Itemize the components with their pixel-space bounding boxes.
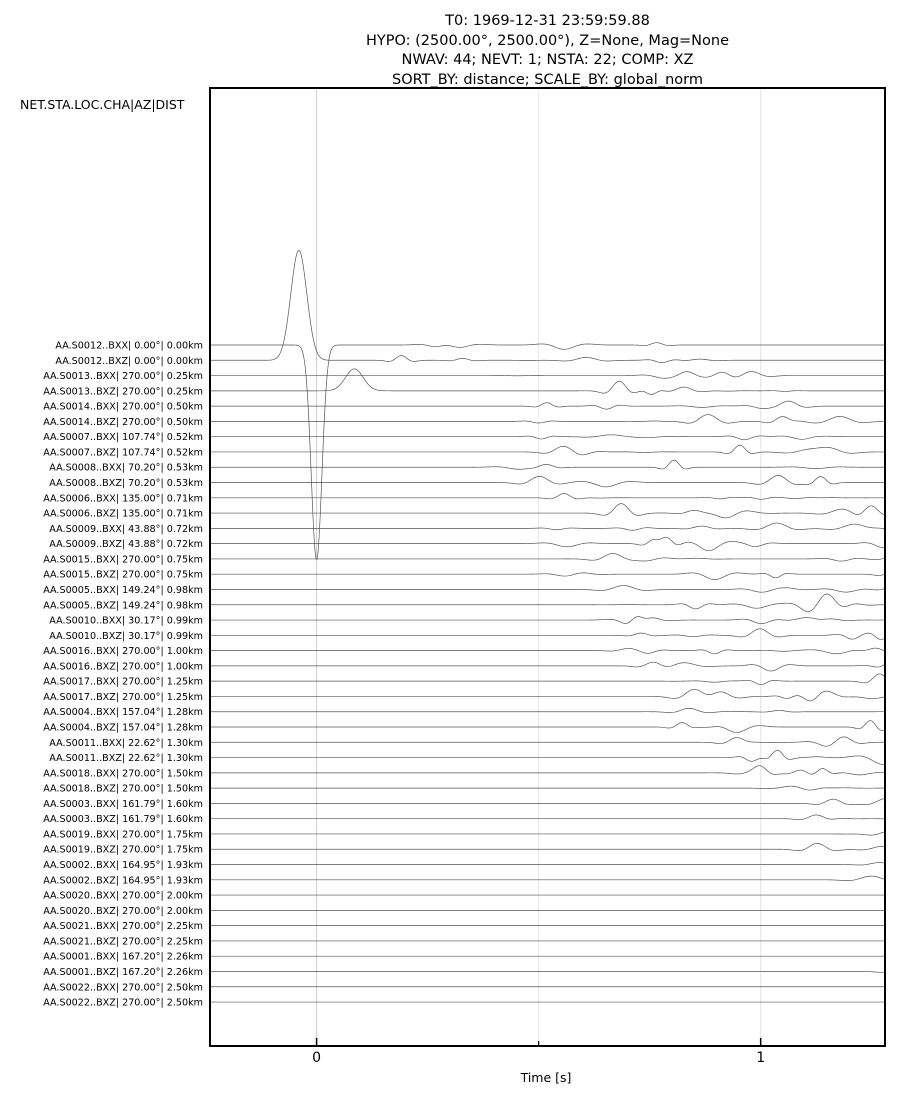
- trace-label: AA.S0012..BXX| 0.00°| 0.00km: [55, 341, 203, 352]
- trace-label: AA.S0016..BXZ| 270.00°| 1.00km: [43, 661, 203, 672]
- trace-label: AA.S0002..BXX| 164.95°| 1.93km: [43, 860, 203, 871]
- trace-waveform: [210, 616, 885, 624]
- trace-label: AA.S0003..BXX| 161.79°| 1.60km: [43, 799, 203, 810]
- trace-label: AA.S0011..BXX| 22.62°| 1.30km: [49, 738, 203, 749]
- title-line-counts: NWAV: 44; NEVT: 1; NSTA: 22; COMP: XZ: [401, 52, 694, 68]
- trace-waveform: [210, 843, 886, 851]
- trace-waveform: [210, 553, 886, 562]
- x-axis-label: Time [s]: [520, 1070, 572, 1085]
- trace-label: AA.S0011..BXZ| 22.62°| 1.30km: [49, 753, 203, 764]
- trace-label: AA.S0006..BXX| 135.00°| 0.71km: [43, 493, 203, 504]
- trace-label-header: NET.STA.LOC.CHA|AZ|DIST: [20, 97, 185, 112]
- trace-waveform: [210, 503, 886, 519]
- trace-label: AA.S0007..BXZ| 107.74°| 0.52km: [43, 447, 203, 458]
- trace-waveform: [210, 536, 886, 552]
- plot-frame: [209, 87, 886, 1047]
- trace-waveform: [210, 814, 886, 820]
- trace-waveform: [210, 765, 886, 776]
- trace-waveform: [210, 647, 886, 655]
- trace-label: AA.S0014..BXX| 270.00°| 0.50km: [43, 402, 203, 413]
- trace-label: AA.S0015..BXZ| 270.00°| 0.75km: [43, 570, 203, 581]
- trace-waveform: [210, 688, 886, 702]
- trace-waveform: [210, 798, 886, 805]
- trace-waveform: [210, 249, 885, 363]
- trace-waveform: [210, 522, 886, 531]
- trace-label: AA.S0001..BXX| 167.20°| 2.26km: [43, 952, 203, 963]
- trace-waveform: [210, 749, 886, 765]
- trace-waveform: [210, 673, 886, 685]
- trace-label: AA.S0006..BXZ| 135.00°| 0.71km: [43, 509, 203, 520]
- trace-label: AA.S0001..BXZ| 167.20°| 2.26km: [43, 967, 203, 978]
- trace-waveform: [210, 661, 886, 672]
- trace-label: AA.S0018..BXX| 270.00°| 1.50km: [43, 768, 203, 779]
- trace-waveform: [210, 862, 886, 866]
- trace-label: AA.S0009..BXX| 43.88°| 0.72km: [49, 524, 203, 535]
- x-tick-label: 1: [756, 1050, 765, 1066]
- trace-label: AA.S0017..BXX| 270.00°| 1.25km: [43, 677, 203, 688]
- trace-label: AA.S0021..BXX| 270.00°| 2.25km: [43, 921, 203, 932]
- trace-label: AA.S0022..BXZ| 270.00°| 2.50km: [43, 998, 203, 1009]
- x-tick-label: 0: [312, 1050, 321, 1066]
- trace-label: AA.S0014..BXZ| 270.00°| 0.50km: [43, 417, 203, 428]
- trace-waveform: [210, 371, 885, 379]
- trace-waveform: [210, 831, 886, 836]
- trace-label: AA.S0010..BXZ| 30.17°| 0.99km: [49, 631, 203, 642]
- trace-label: AA.S0019..BXZ| 270.00°| 1.75km: [43, 845, 203, 856]
- trace-waveform: [210, 572, 886, 580]
- trace-waveform: [210, 434, 885, 441]
- trace-label: AA.S0008..BXX| 70.20°| 0.53km: [49, 463, 203, 474]
- trace-waveform: [210, 875, 886, 882]
- trace-waveform: [210, 444, 885, 456]
- trace-label: AA.S0007..BXX| 107.74°| 0.52km: [43, 432, 203, 443]
- title-line-sort: SORT_BY: distance; SCALE_BY: global_norm: [392, 71, 703, 88]
- trace-waveform: [210, 736, 885, 747]
- trace-waveform: [210, 493, 885, 500]
- waveform-traces: [210, 249, 886, 1003]
- trace-label: AA.S0017..BXZ| 270.00°| 1.25km: [43, 692, 203, 703]
- trace-waveform: [210, 707, 886, 713]
- trace-waveform: [210, 475, 885, 488]
- trace-label: AA.S0020..BXX| 270.00°| 2.00km: [43, 891, 203, 902]
- trace-label: AA.S0002..BXZ| 164.95°| 1.93km: [43, 875, 203, 886]
- trace-label: AA.S0022..BXX| 270.00°| 2.50km: [43, 982, 203, 993]
- title-line-hypo: HYPO: (2500.00°, 2500.00°), Z=None, Mag=…: [365, 32, 730, 49]
- trace-waveform: [210, 971, 886, 973]
- trace-waveform: [210, 368, 885, 395]
- trace-waveform: [210, 628, 886, 640]
- trace-waveform: [210, 342, 885, 560]
- trace-waveform: [210, 414, 886, 424]
- title-line-t0: T0: 1969-12-31 23:59:59.88: [445, 13, 650, 29]
- trace-label: AA.S0019..BXX| 270.00°| 1.75km: [43, 829, 203, 840]
- trace-waveform: [210, 785, 886, 791]
- trace-label: AA.S0013..BXZ| 270.00°| 0.25km: [43, 386, 203, 397]
- trace-label: AA.S0021..BXZ| 270.00°| 2.25km: [43, 936, 203, 947]
- trace-label: AA.S0004..BXX| 157.04°| 1.28km: [43, 707, 203, 718]
- grid-lines: [316, 88, 762, 1046]
- trace-label: AA.S0018..BXZ| 270.00°| 1.50km: [43, 784, 203, 795]
- trace-label: AA.S0016..BXX| 270.00°| 1.00km: [43, 646, 203, 657]
- trace-waveform: [210, 593, 885, 613]
- trace-label: AA.S0015..BXX| 270.00°| 0.75km: [43, 554, 203, 565]
- trace-label: AA.S0012..BXZ| 0.00°| 0.00km: [55, 356, 203, 367]
- chart-title: T0: 1969-12-31 23:59:59.88 HYPO: (2500.0…: [210, 12, 885, 90]
- trace-waveform: [210, 585, 886, 593]
- trace-waveform: [210, 400, 885, 410]
- trace-label: AA.S0005..BXX| 149.24°| 0.98km: [43, 585, 203, 596]
- trace-label: AA.S0013..BXX| 270.00°| 0.25km: [43, 371, 203, 382]
- trace-label: AA.S0003..BXZ| 161.79°| 1.60km: [43, 814, 203, 825]
- trace-waveform: [210, 720, 886, 733]
- trace-label: AA.S0009..BXZ| 43.88°| 0.72km: [49, 539, 203, 550]
- trace-label: AA.S0008..BXZ| 70.20°| 0.53km: [49, 478, 203, 489]
- trace-label: AA.S0020..BXZ| 270.00°| 2.00km: [43, 906, 203, 917]
- trace-label: AA.S0010..BXX| 30.17°| 0.99km: [49, 616, 203, 627]
- trace-label: AA.S0005..BXZ| 149.24°| 0.98km: [43, 600, 203, 611]
- trace-labels: AA.S0012..BXX| 0.00°| 0.00km AA.S0012..BX…: [43, 341, 203, 1009]
- trace-label: AA.S0004..BXZ| 157.04°| 1.28km: [43, 723, 203, 734]
- trace-waveform: [210, 459, 885, 470]
